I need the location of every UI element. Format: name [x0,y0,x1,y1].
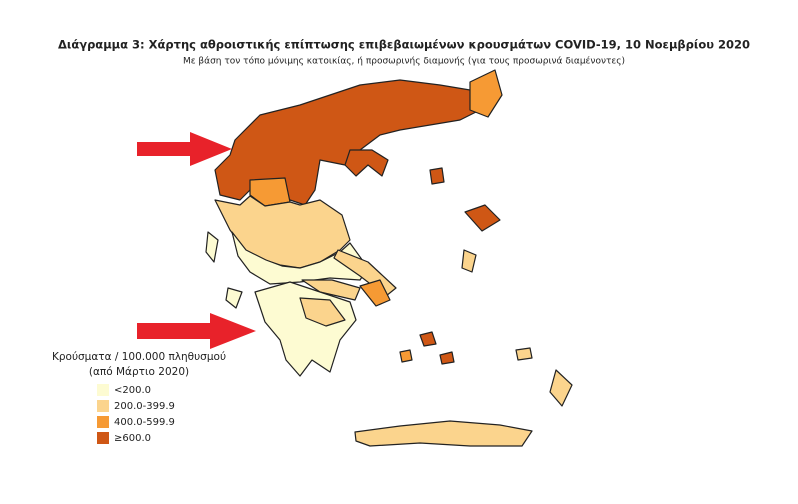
island [515,347,533,361]
legend-title: Κρούσματα / 100.000 πληθυσμού [52,351,226,363]
island [439,351,455,365]
arrow [137,313,256,349]
island [549,369,573,407]
island [429,167,445,185]
legend-label: ≥600.0 [114,433,151,444]
legend-swatch [97,400,109,412]
region [231,231,369,285]
legend-label: <200.0 [114,385,151,396]
arrow [137,132,232,166]
region [214,79,481,206]
map [205,69,573,447]
island [399,349,413,363]
island [419,331,437,347]
region [469,69,503,118]
region [359,279,391,307]
island [225,287,243,309]
island [464,204,501,232]
legend-label: 200.0-399.9 [114,401,175,412]
legend-swatch [97,416,109,428]
legend-swatch [97,384,109,396]
island [461,249,477,273]
island [205,231,219,263]
island [354,420,533,447]
region [301,279,361,301]
legend-swatch [97,432,109,444]
title: Διάγραμμα 3: Χάρτης αθροιστικής επίπτωση… [58,38,750,52]
region [344,149,389,177]
legend-label: 400.0-599.9 [114,417,175,428]
legend: Κρούσματα / 100.000 πληθυσμού (από Μάρτι… [52,351,226,444]
subtitle: Με βάση τον τόπο μόνιμης κατοικίας, ή πρ… [183,56,625,67]
region [299,297,346,327]
legend-title: (από Μάρτιο 2020) [89,366,189,378]
